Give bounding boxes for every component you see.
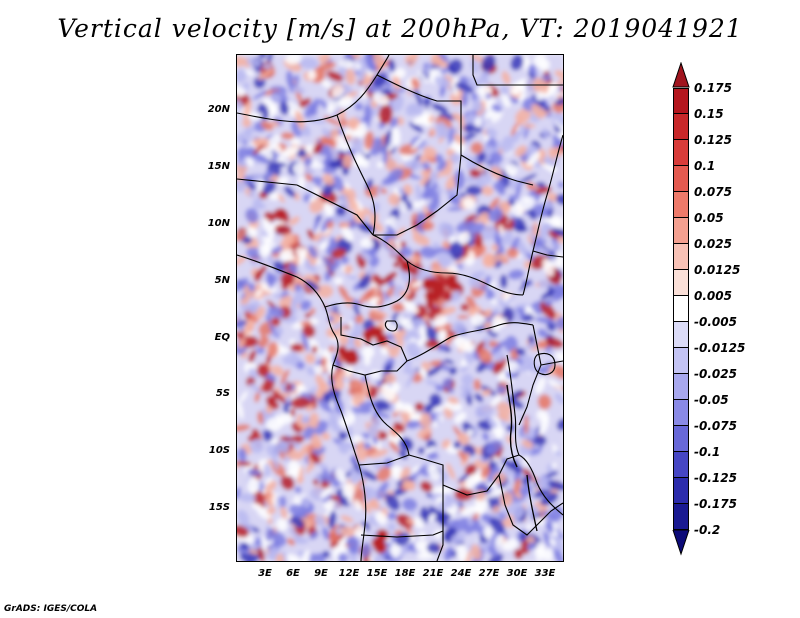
colorbar-segment xyxy=(673,192,689,218)
colorbar-top-arrow xyxy=(672,62,690,88)
colorbar-segment xyxy=(673,478,689,504)
colorbar-segment xyxy=(673,322,689,348)
colorbar-tick-label: 0.175 xyxy=(694,81,732,95)
colorbar-tick-label: 0.025 xyxy=(694,237,732,251)
colorbar-tick-label: -0.05 xyxy=(694,393,729,407)
lon-label-24e: 24E xyxy=(450,568,472,579)
lat-label-15n: 15N xyxy=(207,161,230,172)
colorbar-segment xyxy=(673,504,689,530)
colorbar-tick-label: -0.0125 xyxy=(694,341,746,355)
lat-label-20n: 20N xyxy=(207,104,230,115)
lon-label-12e: 12E xyxy=(338,568,360,579)
colorbar-segment xyxy=(673,218,689,244)
lon-label-15e: 15E xyxy=(366,568,388,579)
lat-label-eq: EQ xyxy=(214,332,230,343)
country-borders xyxy=(237,55,563,561)
lat-label-10s: 10S xyxy=(208,445,230,456)
colorbar-tick-label: 0.125 xyxy=(694,133,732,147)
colorbar-bottom-arrow xyxy=(672,530,690,556)
colorbar-tick-label: 0.05 xyxy=(694,211,724,225)
chart-title: Vertical velocity [m/s] at 200hPa, VT: 2… xyxy=(57,14,743,43)
lon-label-27e: 27E xyxy=(478,568,500,579)
colorbar-tick-label: -0.175 xyxy=(694,497,737,511)
colorbar-tick-label: 0.005 xyxy=(694,289,732,303)
colorbar-segment xyxy=(673,244,689,270)
colorbar-tick-label: 0.15 xyxy=(694,107,724,121)
colorbar-segment xyxy=(673,452,689,478)
map-panel xyxy=(236,54,564,562)
colorbar-segment xyxy=(673,140,689,166)
colorbar-tick-label: -0.1 xyxy=(694,445,721,459)
lat-label-5s: 5S xyxy=(215,388,230,399)
colorbar-segment xyxy=(673,296,689,322)
lat-label-10n: 10N xyxy=(207,218,230,229)
lon-label-18e: 18E xyxy=(394,568,416,579)
lat-label-15s: 15S xyxy=(208,502,230,513)
colorbar-tick-label: -0.025 xyxy=(694,367,737,381)
colorbar-segment xyxy=(673,348,689,374)
lon-label-9e: 9E xyxy=(314,568,328,579)
lat-label-5n: 5N xyxy=(214,275,230,286)
colorbar-tick-label: 0.1 xyxy=(694,159,716,173)
colorbar-tick-label: 0.0125 xyxy=(694,263,741,277)
lon-label-30e: 30E xyxy=(506,568,528,579)
colorbar-segment xyxy=(673,166,689,192)
colorbar-tick-label: 0.075 xyxy=(694,185,732,199)
colorbar-segment xyxy=(673,374,689,400)
lon-label-3e: 3E xyxy=(258,568,272,579)
colorbar-segment xyxy=(673,270,689,296)
colorbar-segment xyxy=(673,400,689,426)
lon-label-6e: 6E xyxy=(286,568,300,579)
colorbar-segment xyxy=(673,426,689,452)
colorbar-segment xyxy=(673,114,689,140)
colorbar-tick-label: -0.2 xyxy=(694,523,721,537)
colorbar-tick-label: -0.005 xyxy=(694,315,737,329)
vertical-velocity-field xyxy=(237,55,563,561)
colorbar-segment xyxy=(673,88,689,114)
grads-credit: GrADS: IGES/COLA xyxy=(4,604,98,614)
colorbar-tick-label: -0.075 xyxy=(694,419,737,433)
lon-label-21e: 21E xyxy=(422,568,444,579)
colorbar-tick-label: -0.125 xyxy=(694,471,737,485)
lon-label-33e: 33E xyxy=(534,568,556,579)
